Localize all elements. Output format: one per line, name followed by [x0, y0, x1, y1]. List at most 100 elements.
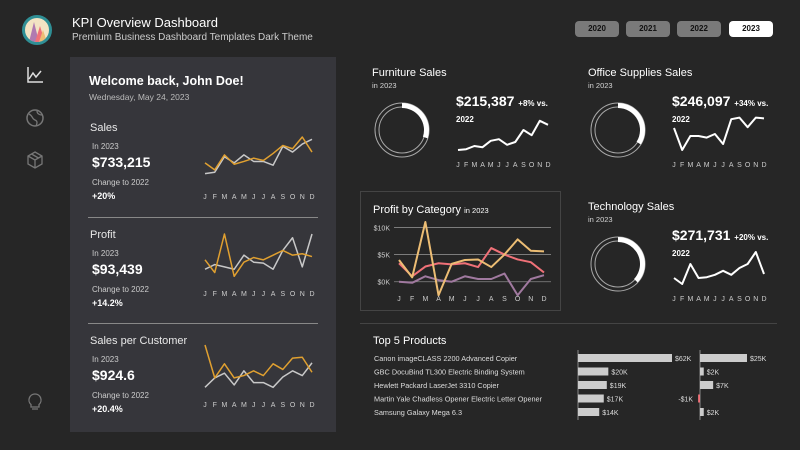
card-period: in 2023 [588, 215, 613, 224]
month-label: F [213, 291, 217, 298]
profit-bar [700, 381, 714, 389]
profit-label: $2K [707, 410, 720, 417]
profit-label: $25K [750, 356, 767, 363]
chart-line-icon[interactable] [25, 65, 45, 85]
kpi-period: In 2023 [92, 142, 119, 151]
year-button-2020[interactable]: 2020 [575, 21, 619, 37]
kpi-value: $924.6 [92, 367, 135, 383]
month-label: M [449, 296, 455, 303]
month-label: D [761, 296, 766, 303]
lightbulb-icon[interactable] [25, 392, 45, 412]
card-period: in 2023 [588, 81, 613, 90]
month-label: F [680, 296, 684, 303]
card-title: Office Supplies Sales [588, 67, 693, 79]
donut-share-arc [401, 103, 429, 139]
year-button-2023[interactable]: 2023 [729, 21, 773, 37]
kpi-change-label: Change to 2022 [92, 285, 149, 294]
month-label: O [290, 291, 296, 298]
month-label: A [729, 296, 734, 303]
product-name: Hewlett Packard LaserJet 3310 Copier [374, 381, 499, 390]
month-label: F [213, 402, 217, 409]
month-label: N [753, 162, 758, 169]
top-products-title: Top 5 Products [373, 335, 447, 347]
year-button-2022[interactable]: 2022 [677, 21, 721, 37]
month-label: F [680, 162, 684, 169]
month-label: O [290, 402, 296, 409]
card-amount: $246,097 [672, 93, 731, 109]
month-label: M [241, 291, 247, 298]
kpi-label: Sales [90, 122, 118, 134]
month-label: A [480, 162, 485, 169]
kpi-period: In 2023 [92, 355, 119, 364]
sales-bar [578, 394, 604, 403]
page-subtitle: Premium Business Dashboard Templates Dar… [72, 32, 313, 43]
profit-label: $7K [716, 383, 729, 390]
trend-line [673, 251, 765, 285]
divider [88, 323, 318, 324]
sales-bar [578, 367, 609, 376]
month-label: J [463, 296, 467, 303]
profit-label: -$1K [678, 397, 693, 404]
category-profit-line [398, 272, 545, 297]
month-label: M [704, 162, 710, 169]
month-label: A [696, 162, 701, 169]
profit-label: $2K [707, 370, 720, 377]
month-label: J [721, 296, 725, 303]
month-label: A [513, 162, 518, 169]
month-label: F [213, 194, 217, 201]
card-value: $271,731 +20% vs. 2022 [672, 227, 777, 259]
month-label: N [300, 402, 305, 409]
month-label: F [410, 296, 414, 303]
month-label: J [672, 296, 676, 303]
month-label: D [761, 162, 766, 169]
month-label: A [232, 402, 237, 409]
year-button-2021[interactable]: 2021 [626, 21, 670, 37]
month-label: J [505, 162, 509, 169]
month-label: S [280, 291, 285, 298]
month-label: A [271, 194, 276, 201]
month-label: J [203, 402, 207, 409]
card-change: +20% vs. 2022 [672, 233, 769, 258]
sales-bar [578, 354, 672, 362]
profit-bar [700, 367, 704, 376]
month-label: A [729, 162, 734, 169]
month-label: A [232, 291, 237, 298]
month-label: D [309, 194, 314, 201]
product-name: Martin Yale Chadless Opener Electric Let… [374, 395, 543, 404]
card-furniture-sales: Furniture Sales in 2023 $215,387 +8% vs. … [360, 57, 561, 181]
profit-bar-negative [698, 394, 700, 403]
profit-bar [700, 354, 747, 362]
kpi-change: +20.4% [92, 404, 123, 414]
month-label: J [262, 291, 266, 298]
series-2022-line [204, 362, 313, 389]
month-label: J [713, 296, 717, 303]
month-label: O [515, 296, 521, 303]
month-label: M [704, 296, 710, 303]
logo [22, 15, 52, 45]
kpi-change-label: Change to 2022 [92, 178, 149, 187]
month-label: J [203, 194, 207, 201]
month-label: M [222, 291, 228, 298]
globe-icon[interactable] [25, 108, 45, 128]
month-label: J [203, 291, 207, 298]
box-icon[interactable] [25, 150, 45, 170]
month-label: A [696, 296, 701, 303]
month-label: M [471, 162, 477, 169]
sales-label: $20K [611, 370, 628, 377]
month-label: N [528, 296, 533, 303]
card-office-supplies-sales: Office Supplies Sales in 2023 $246,097 +3… [576, 57, 777, 181]
card-title: Furniture Sales [372, 67, 447, 79]
kpi-label: Sales per Customer [90, 335, 188, 347]
month-label: N [753, 296, 758, 303]
category-profit-line [398, 247, 545, 278]
top-products-bars: Canon imageCLASS 2200 Advanced Copier $62… [374, 350, 767, 420]
card-change: +8% vs. 2022 [456, 99, 548, 124]
month-label: A [271, 402, 276, 409]
kpi-period: In 2023 [92, 249, 119, 258]
chart-title: Profit by Category in 2023 [373, 204, 489, 216]
y-tick-label: $5K [378, 253, 391, 260]
